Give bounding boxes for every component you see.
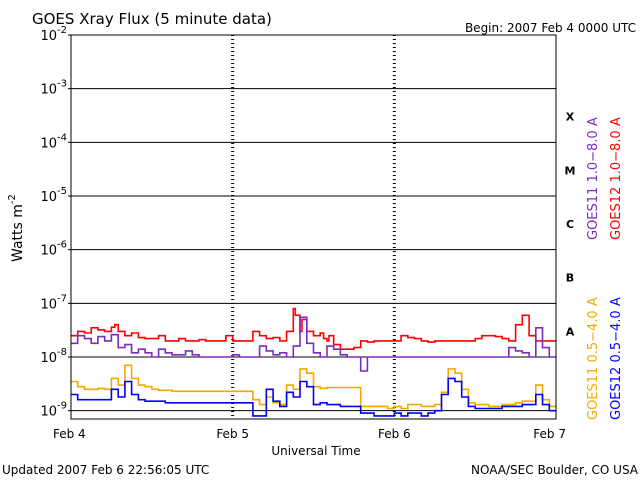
flare-class-m: M bbox=[565, 164, 576, 177]
chart-title: GOES Xray Flux (5 minute data) bbox=[32, 10, 272, 28]
x-tick-label-1: Feb 5 bbox=[216, 427, 249, 441]
series-layer bbox=[71, 307, 556, 417]
x-axis-label: Universal Time bbox=[271, 444, 360, 458]
legend-entry-3: GOES12 0.5−4.0 A bbox=[609, 297, 624, 420]
y-tick-label-3: 10-5 bbox=[40, 186, 67, 205]
y-tick-label-4: 10-6 bbox=[40, 240, 67, 259]
plot-frame bbox=[70, 34, 557, 420]
x-tick-label-3: Feb 7 bbox=[533, 427, 566, 441]
flare-class-b: B bbox=[566, 272, 574, 285]
legend-entry-1: GOES12 1.0−8.0 A bbox=[609, 117, 624, 240]
y-tick-label-2: 10-4 bbox=[40, 132, 67, 151]
updated-label: Updated 2007 Feb 6 22:56:05 UTC bbox=[2, 463, 209, 477]
y-axis-label: Watts m-2 bbox=[7, 194, 26, 262]
y-tick-label-6: 10-8 bbox=[40, 347, 67, 366]
y-tick-label-1: 10-3 bbox=[40, 79, 67, 98]
legend: GOES11 1.0−8.0 A GOES12 1.0−8.0 A GOES11 0… bbox=[586, 117, 624, 420]
y-axis-label-group: Watts m-2 bbox=[7, 194, 26, 262]
y-axis-tick-labels: 10-2 10-3 10-4 10-5 10-6 10-7 10-8 10-9 bbox=[40, 25, 71, 420]
legend-entry-0: GOES11 1.0−8.0 A bbox=[586, 117, 601, 240]
x-axis-tick-labels: Feb 4 Feb 5 Feb 6 Feb 7 bbox=[53, 427, 566, 441]
flare-class-x: X bbox=[566, 111, 575, 124]
x-tick-label-0: Feb 4 bbox=[53, 427, 86, 441]
flare-class-labels: X M C B A bbox=[565, 111, 576, 339]
y-tick-label-5: 10-7 bbox=[40, 293, 67, 312]
flare-class-c: C bbox=[566, 218, 574, 231]
begin-label: Begin: 2007 Feb 4 0000 UTC bbox=[465, 21, 636, 35]
credit-label: NOAA/SEC Boulder, CO USA bbox=[471, 463, 639, 477]
legend-entry-2: GOES11 0.5−4.0 A bbox=[586, 297, 601, 420]
series-line-2 bbox=[71, 364, 556, 410]
x-tick-label-2: Feb 6 bbox=[378, 427, 411, 441]
series-line-0 bbox=[71, 307, 556, 350]
y-tick-label-7: 10-9 bbox=[40, 401, 67, 420]
y-tick-label-0: 10-2 bbox=[40, 25, 67, 44]
flare-class-a: A bbox=[566, 325, 575, 338]
series-line-1 bbox=[71, 316, 556, 372]
y-axis-label-exponent: -2 bbox=[7, 194, 18, 204]
series-line-3 bbox=[71, 377, 556, 417]
